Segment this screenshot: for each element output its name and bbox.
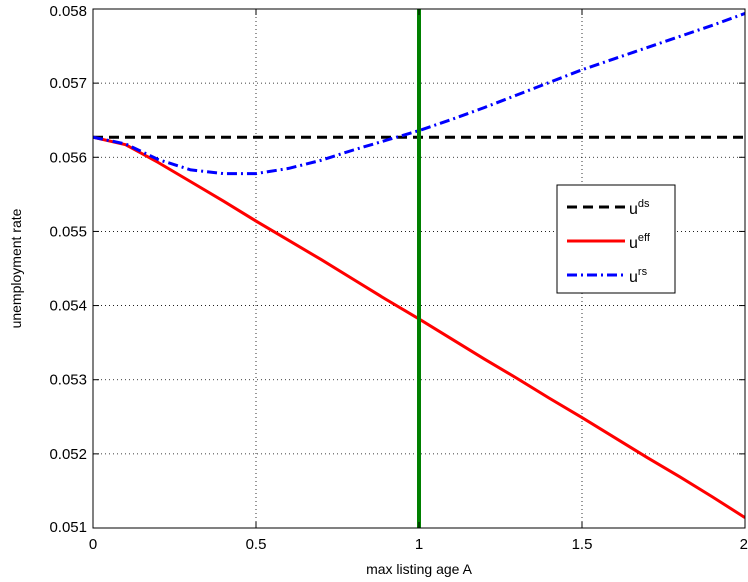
legend-box [556,184,676,294]
y-tick-label: 0.056 [49,149,87,166]
x-tick-label: 0.5 [246,536,267,553]
y-axis-label: unemployment rate [8,208,24,328]
axis-ticks [92,8,746,529]
y-tick-label: 0.053 [49,372,87,389]
legend: uds ueff urs [556,184,676,294]
x-tick-label: 1.5 [572,536,593,553]
y-tick-label: 0.057 [49,75,87,92]
legend-label: ueff [629,232,651,252]
legend-label: urs [629,266,648,286]
y-tick-label: 0.051 [49,519,87,536]
x-tick-label: 1 [415,536,423,553]
x-tick-label: 2 [740,536,748,553]
series-line-u-rs [93,12,745,176]
x-tick-label: 0 [89,536,97,553]
legend-label: uds [629,198,650,218]
y-tick-label: 0.055 [49,223,87,240]
y-tick-label: 0.058 [49,3,87,20]
y-tick-label: 0.054 [49,298,87,315]
tick-labels: 0 0.5 1 1.5 2 0.051 0.052 0.053 0.054 0.055 0.056 0… [49,3,748,553]
y-tick-label: 0.052 [49,446,87,463]
x-axis-label: max listing age A [366,561,472,577]
